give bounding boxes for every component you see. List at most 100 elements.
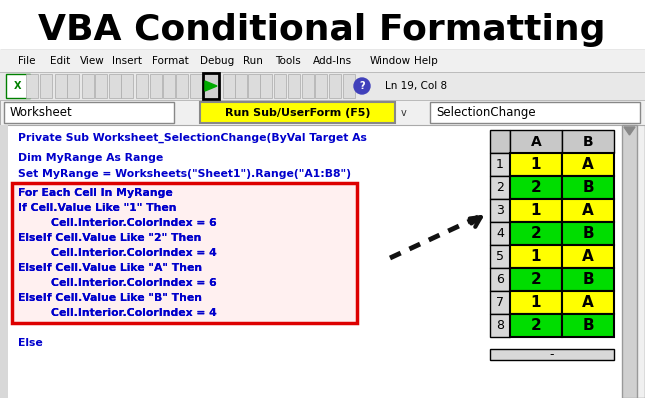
Text: A: A [531, 135, 541, 148]
FancyBboxPatch shape [562, 222, 614, 245]
Text: B: B [582, 226, 594, 241]
Text: A: A [582, 203, 594, 218]
Text: For Each Cell In MyRange: For Each Cell In MyRange [18, 188, 173, 198]
Text: Dim MyRange As Range: Dim MyRange As Range [18, 153, 163, 163]
FancyBboxPatch shape [40, 74, 52, 98]
Text: ElseIf Cell.Value Like "2" Then: ElseIf Cell.Value Like "2" Then [18, 233, 201, 243]
FancyBboxPatch shape [176, 74, 188, 98]
FancyBboxPatch shape [510, 222, 562, 245]
FancyBboxPatch shape [315, 74, 327, 98]
FancyBboxPatch shape [288, 74, 300, 98]
Text: v: v [401, 107, 407, 117]
Text: 8: 8 [496, 319, 504, 332]
Text: 4: 4 [496, 227, 504, 240]
Circle shape [354, 78, 370, 94]
FancyBboxPatch shape [200, 102, 395, 123]
Text: A: A [582, 295, 594, 310]
FancyBboxPatch shape [0, 50, 645, 398]
Text: 1: 1 [531, 157, 541, 172]
Text: Private Sub Worksheet_SelectionChange(ByVal Target As: Private Sub Worksheet_SelectionChange(By… [18, 133, 367, 143]
FancyBboxPatch shape [329, 74, 341, 98]
Text: Help: Help [414, 56, 438, 66]
Text: Add-Ins: Add-Ins [313, 56, 352, 66]
FancyBboxPatch shape [0, 125, 635, 398]
FancyBboxPatch shape [490, 245, 510, 268]
FancyBboxPatch shape [510, 199, 562, 222]
Text: Debug: Debug [200, 56, 234, 66]
Text: 1: 1 [531, 249, 541, 264]
FancyBboxPatch shape [562, 199, 614, 222]
Text: VBA Conditional Formatting: VBA Conditional Formatting [38, 13, 606, 47]
FancyBboxPatch shape [430, 102, 640, 123]
FancyBboxPatch shape [490, 291, 510, 314]
FancyBboxPatch shape [302, 74, 314, 98]
Text: 2: 2 [531, 318, 541, 333]
FancyBboxPatch shape [260, 74, 272, 98]
Text: Window: Window [370, 56, 411, 66]
FancyBboxPatch shape [490, 268, 510, 291]
Text: 6: 6 [496, 273, 504, 286]
Text: ElseIf Cell.Value Like "2" Then: ElseIf Cell.Value Like "2" Then [18, 233, 201, 243]
FancyBboxPatch shape [510, 268, 562, 291]
Text: Cell.Interior.ColorIndex = 4: Cell.Interior.ColorIndex = 4 [36, 308, 217, 318]
Text: 2: 2 [531, 272, 541, 287]
FancyBboxPatch shape [562, 314, 614, 337]
FancyBboxPatch shape [67, 74, 79, 98]
Polygon shape [624, 127, 635, 135]
FancyBboxPatch shape [510, 176, 562, 199]
Text: 7: 7 [496, 296, 504, 309]
FancyBboxPatch shape [109, 74, 121, 98]
FancyBboxPatch shape [55, 74, 67, 98]
Text: Cell.Interior.ColorIndex = 4: Cell.Interior.ColorIndex = 4 [36, 248, 217, 258]
Text: View: View [80, 56, 104, 66]
Text: Cell.Interior.ColorIndex = 6: Cell.Interior.ColorIndex = 6 [36, 218, 217, 228]
Text: SelectionChange: SelectionChange [436, 106, 535, 119]
FancyBboxPatch shape [0, 50, 645, 72]
Text: 5: 5 [496, 250, 504, 263]
Text: Cell.Interior.ColorIndex = 6: Cell.Interior.ColorIndex = 6 [36, 278, 217, 288]
FancyBboxPatch shape [510, 314, 562, 337]
Text: 2: 2 [531, 180, 541, 195]
FancyBboxPatch shape [562, 153, 614, 176]
FancyBboxPatch shape [490, 199, 510, 222]
FancyBboxPatch shape [490, 153, 510, 176]
Text: Tools: Tools [275, 56, 301, 66]
FancyBboxPatch shape [82, 74, 94, 98]
Text: 1: 1 [496, 158, 504, 171]
FancyBboxPatch shape [343, 74, 355, 98]
Text: For Each Cell In MyRange: For Each Cell In MyRange [18, 188, 173, 198]
FancyBboxPatch shape [622, 125, 637, 398]
Text: Format: Format [152, 56, 189, 66]
FancyBboxPatch shape [0, 72, 645, 100]
FancyBboxPatch shape [562, 291, 614, 314]
FancyBboxPatch shape [510, 245, 562, 268]
FancyBboxPatch shape [12, 183, 357, 323]
FancyBboxPatch shape [562, 268, 614, 291]
FancyBboxPatch shape [490, 176, 510, 199]
FancyBboxPatch shape [490, 314, 510, 337]
Text: Insert: Insert [112, 56, 142, 66]
Text: B: B [582, 180, 594, 195]
FancyBboxPatch shape [121, 74, 133, 98]
FancyBboxPatch shape [95, 74, 107, 98]
Text: Else: Else [18, 338, 43, 348]
FancyBboxPatch shape [223, 74, 235, 98]
FancyBboxPatch shape [490, 130, 510, 153]
Text: B: B [582, 318, 594, 333]
Text: Ln 19, Col 8: Ln 19, Col 8 [385, 81, 447, 91]
Text: Set MyRange = Worksheets("Sheet1").Range("A1:B8"): Set MyRange = Worksheets("Sheet1").Range… [18, 169, 351, 179]
FancyBboxPatch shape [4, 102, 174, 123]
FancyBboxPatch shape [562, 176, 614, 199]
FancyBboxPatch shape [490, 222, 510, 245]
Text: B: B [582, 272, 594, 287]
Text: ElseIf Cell.Value Like "B" Then: ElseIf Cell.Value Like "B" Then [18, 293, 202, 303]
Text: X: X [14, 81, 22, 91]
Text: Cell.Interior.ColorIndex = 6: Cell.Interior.ColorIndex = 6 [36, 278, 217, 288]
Text: 1: 1 [531, 295, 541, 310]
Text: Cell.Interior.ColorIndex = 4: Cell.Interior.ColorIndex = 4 [36, 308, 217, 318]
Text: Cell.Interior.ColorIndex = 4: Cell.Interior.ColorIndex = 4 [36, 248, 217, 258]
Text: Run Sub/UserForm (F5): Run Sub/UserForm (F5) [224, 107, 370, 117]
FancyBboxPatch shape [510, 130, 562, 153]
Text: 3: 3 [496, 204, 504, 217]
FancyBboxPatch shape [26, 74, 38, 98]
